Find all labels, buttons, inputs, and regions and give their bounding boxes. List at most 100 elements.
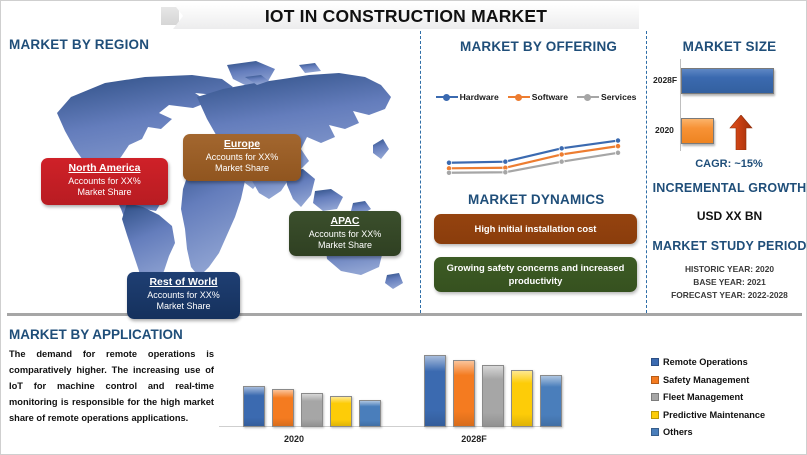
application-section-title: MARKET BY APPLICATION — [9, 327, 183, 342]
region-callout-sub2: Market Share — [317, 239, 373, 250]
market-size-title: MARKET SIZE — [682, 39, 777, 54]
page-title: IOT IN CONSTRUCTION MARKET — [264, 5, 548, 26]
application-bar — [330, 396, 352, 427]
region-callout-sub1: Accounts for XX% — [308, 228, 382, 239]
group-label-2020: 2020 — [283, 434, 305, 444]
line-series-software — [448, 145, 619, 170]
study-period-title: MARKET STUDY PERIOD — [652, 239, 807, 253]
data-point — [558, 151, 565, 158]
offering-line-chart — [446, 137, 621, 176]
application-description: The demand for remote operations is comp… — [9, 349, 214, 423]
data-point — [558, 158, 565, 165]
application-bar — [453, 360, 475, 427]
dynamics-text: High initial installation cost — [474, 222, 597, 234]
region-callout-title: Rest of World — [149, 276, 218, 288]
region-callout-sub2: Market Share — [214, 162, 270, 173]
legend-item-hardware[interactable]: Hardware — [435, 92, 499, 102]
legend-item-remote-operations[interactable]: Remote Operations — [651, 357, 806, 367]
line-marker-icon — [577, 93, 600, 101]
incremental-growth-title: INCREMENTAL GROWTH — [652, 181, 807, 195]
region-callout-title: APAC — [330, 215, 360, 227]
region-callout-sub2: Market Share — [77, 186, 132, 197]
application-bar — [540, 375, 562, 427]
study-period-forecast: FORECAST YEAR: 2022-2028 — [671, 290, 788, 300]
data-point — [615, 149, 621, 156]
legend-swatch-icon — [651, 393, 659, 401]
dynamics-text: Growing safety concerns and increased pr… — [446, 262, 625, 286]
cagr-label: CAGR: ~15% — [695, 158, 763, 170]
incremental-growth-value: USD XX BN — [696, 209, 763, 223]
offering-chart-legend: Hardware Software Services — [433, 89, 639, 105]
application-bar — [424, 355, 446, 427]
market-size-bar-2028 — [681, 68, 774, 94]
banner-plate — [173, 3, 639, 29]
legend-item-fleet-management[interactable]: Fleet Management — [651, 392, 806, 402]
legend-item-safety-management[interactable]: Safety Management — [651, 375, 806, 385]
divider-horizontal — [7, 313, 802, 316]
legend-item-services[interactable]: Services — [577, 92, 636, 102]
application-bar-chart: 2020 2028F — [219, 339, 562, 444]
legend-label: Services — [601, 92, 637, 102]
region-callout-europe[interactable]: Europe Accounts for XX% Market Share — [183, 134, 301, 181]
legend-item-software[interactable]: Software — [507, 92, 569, 102]
legend-label: Others — [663, 427, 693, 437]
chart-axis — [680, 59, 681, 151]
legend-item-others[interactable]: Others — [651, 427, 806, 437]
data-point — [446, 159, 452, 166]
region-callout-apac[interactable]: APAC Accounts for XX% Market Share — [289, 211, 401, 256]
region-callout-rest-of-world[interactable]: Rest of World Accounts for XX% Market Sh… — [127, 272, 240, 319]
offering-section-title: MARKET BY OFFERING — [460, 39, 618, 54]
application-bar — [272, 389, 294, 427]
application-bar — [482, 365, 504, 427]
legend-label: Remote Operations — [663, 357, 748, 367]
application-bar — [301, 393, 323, 427]
legend-label: Fleet Management — [663, 392, 744, 402]
legend-label: Hardware — [459, 92, 499, 102]
region-callout-sub1: Accounts for XX% — [68, 175, 141, 186]
line-series-services — [448, 151, 619, 174]
region-callout-sub1: Accounts for XX% — [147, 289, 220, 300]
data-point — [615, 143, 621, 150]
legend-label: Software — [531, 92, 569, 102]
data-point — [446, 169, 452, 176]
title-banner: IOT IN CONSTRUCTION MARKET — [1, 1, 807, 31]
market-size-bar-2020 — [681, 118, 714, 144]
line-series-hardware — [448, 139, 619, 164]
dynamics-section-title: MARKET DYNAMICS — [468, 192, 605, 207]
dynamics-restraint-box[interactable]: High initial installation cost — [434, 214, 637, 244]
legend-item-predictive-maintenance[interactable]: Predictive Maintenance — [651, 410, 806, 420]
line-marker-icon — [507, 93, 530, 101]
legend-label: Predictive Maintenance — [663, 409, 766, 420]
application-bar — [511, 370, 533, 427]
region-callout-title: Europe — [223, 138, 261, 150]
legend-swatch-icon — [651, 358, 659, 366]
data-point — [502, 158, 509, 165]
data-point — [615, 137, 621, 144]
region-callout-sub2: Market Share — [156, 300, 211, 311]
divider-left-dashed — [420, 31, 421, 313]
legend-swatch-icon — [651, 428, 659, 436]
group-label-2028: 2028F — [461, 434, 487, 444]
chart-baseline — [219, 426, 559, 427]
data-point — [502, 169, 509, 176]
application-bar — [359, 400, 381, 427]
world-map-panel: North America Accounts for XX% Market Sh… — [1, 53, 416, 319]
region-section-title: MARKET BY REGION — [9, 37, 150, 52]
legend-label: Safety Management — [663, 374, 750, 385]
dynamics-driver-box[interactable]: Growing safety concerns and increased pr… — [434, 257, 637, 292]
market-size-label-2020: 2020 — [655, 125, 674, 135]
application-bar — [243, 386, 265, 427]
banner-left-fold — [161, 7, 179, 25]
application-legend: Remote Operations Safety Management Flee… — [651, 357, 806, 445]
region-callout-north-america[interactable]: North America Accounts for XX% Market Sh… — [41, 158, 168, 205]
region-callout-title: North America — [68, 162, 141, 174]
legend-swatch-icon — [651, 410, 659, 419]
legend-swatch-icon — [651, 375, 659, 384]
market-size-label-2028: 2028F — [653, 75, 678, 85]
data-point — [558, 145, 565, 152]
line-marker-icon — [435, 93, 458, 101]
divider-right-dashed — [646, 31, 647, 313]
region-callout-sub1: Accounts for XX% — [205, 151, 279, 162]
study-period-base: BASE YEAR: 2021 — [693, 277, 766, 287]
